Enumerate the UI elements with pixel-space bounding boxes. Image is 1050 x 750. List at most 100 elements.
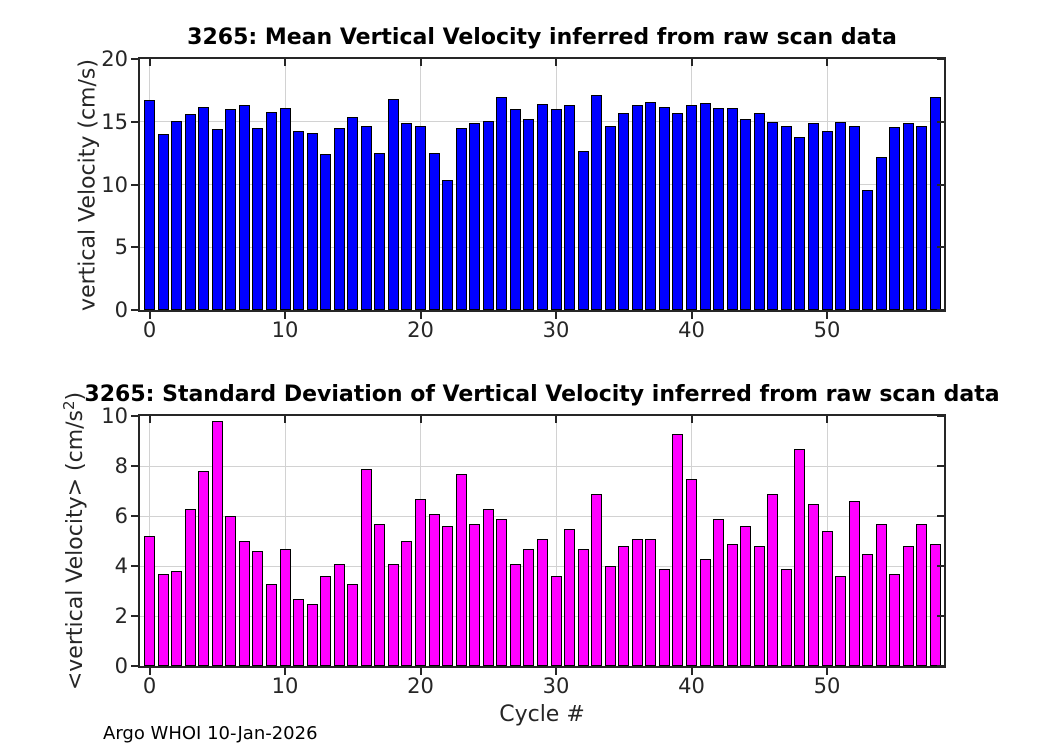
x-tick-mark-top <box>555 416 557 423</box>
bar <box>279 548 291 666</box>
bar <box>835 576 847 666</box>
bar <box>726 107 738 310</box>
x-tick-mark <box>284 312 286 319</box>
bar <box>862 189 874 310</box>
x-tick-mark-top <box>826 59 828 66</box>
bar <box>564 105 576 310</box>
x-tick-label: 0 <box>142 674 157 698</box>
bar <box>753 113 765 310</box>
y-tick-mark <box>131 415 138 417</box>
bar <box>401 541 413 666</box>
bar <box>645 538 657 666</box>
bar <box>726 543 738 666</box>
bar <box>740 526 752 666</box>
x-tick-mark-top <box>148 59 151 66</box>
bar <box>686 105 697 310</box>
bar <box>198 471 210 666</box>
y-tick-label: 5 <box>114 235 128 260</box>
y-tick-label: 15 <box>101 109 128 134</box>
y-tick-mark-right <box>937 246 944 249</box>
y-tick-mark <box>131 58 138 60</box>
bar <box>564 528 576 666</box>
bar <box>916 125 928 310</box>
bar <box>821 531 833 666</box>
x-tick-label: 10 <box>271 318 299 342</box>
y-tick-mark-right <box>937 183 944 186</box>
bar <box>550 109 562 310</box>
bar <box>523 548 535 666</box>
bar <box>767 493 779 666</box>
x-tick-mark-top <box>690 59 693 66</box>
std-plot-area: 0 2 4 6 8 10 0 10 20 30 40 50 <box>101 405 946 697</box>
bar <box>279 107 291 310</box>
y-tick-label: 6 <box>114 504 128 528</box>
x-gridline <box>555 416 557 666</box>
bar <box>415 125 426 310</box>
bar <box>794 448 806 666</box>
bar <box>916 523 928 666</box>
bar <box>618 113 630 310</box>
bar <box>848 125 860 310</box>
bar <box>144 536 155 666</box>
y-tick-label: 4 <box>114 554 128 578</box>
bar <box>536 538 548 666</box>
y-gridline <box>140 465 944 467</box>
bar <box>211 421 223 666</box>
bar <box>387 99 399 310</box>
bar <box>347 583 359 666</box>
bar <box>618 546 630 666</box>
x-tick-mark-top <box>555 59 557 66</box>
bar <box>713 107 725 310</box>
bar <box>238 541 250 666</box>
y-tick-mark-right <box>937 58 944 60</box>
y-tick-mark <box>131 465 138 467</box>
bar <box>225 516 237 666</box>
bar <box>347 116 359 310</box>
bar <box>862 553 874 666</box>
bar <box>699 558 711 666</box>
bar <box>577 548 589 666</box>
x-tick-mark-top <box>826 416 828 423</box>
bar <box>672 113 684 310</box>
x-tick-label: 40 <box>678 674 705 698</box>
y-tick-mark-right <box>937 120 944 123</box>
bar <box>699 102 711 310</box>
x-tick-mark <box>419 668 422 675</box>
x-tick-mark <box>555 312 557 319</box>
bar <box>780 125 792 310</box>
x-tick-mark <box>284 668 286 675</box>
bar <box>455 473 467 666</box>
bar <box>387 563 399 666</box>
bar <box>415 498 426 666</box>
bar <box>265 111 277 310</box>
std-y-axis-label-text: <vertical Velocity> (cm/s <box>63 409 89 691</box>
mean-velocity-chart: 3265: Mean Vertical Velocity inferred fr… <box>76 25 946 341</box>
x-tick-mark <box>148 668 151 675</box>
bar <box>482 120 494 310</box>
bar <box>360 468 372 666</box>
bar <box>902 123 914 310</box>
bar <box>672 433 684 666</box>
x-tick-mark <box>148 312 151 319</box>
x-tick-mark <box>690 312 693 319</box>
bar <box>374 523 386 666</box>
std-y-axis-label-close: ) <box>63 391 89 401</box>
bar <box>442 179 454 310</box>
mean-chart-title: 3265: Mean Vertical Velocity inferred fr… <box>187 25 897 50</box>
y-tick-label: 10 <box>101 172 128 197</box>
bar <box>238 105 250 310</box>
bar <box>550 576 562 666</box>
figure-footer: Argo WHOI 10-Jan-2026 <box>103 723 318 744</box>
x-tick-label: 40 <box>678 318 705 342</box>
bar <box>604 125 616 310</box>
y-tick-mark <box>131 665 138 667</box>
bar <box>293 598 305 666</box>
bar <box>265 583 277 666</box>
std-y-axis-label: <vertical Velocity> (cm/s2) <box>60 392 88 690</box>
bar <box>658 106 670 310</box>
x-tick-mark-top <box>284 59 286 66</box>
x-tick-label: 30 <box>542 674 570 698</box>
x-tick-label: 50 <box>813 674 841 698</box>
bar <box>225 109 237 310</box>
